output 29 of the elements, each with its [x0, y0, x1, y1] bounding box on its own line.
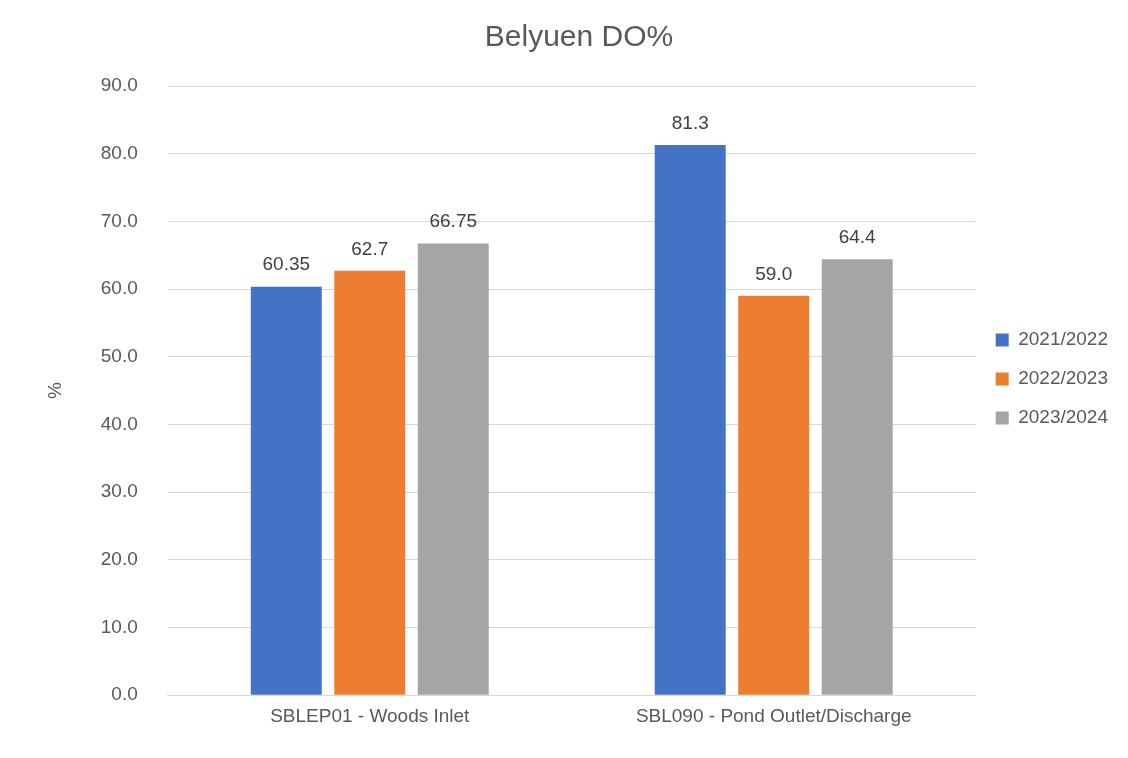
- y-tick-label: 90.0: [100, 74, 138, 96]
- bar: [417, 243, 489, 695]
- y-tick-label: 10.0: [100, 615, 138, 637]
- y-tick-label: 50.0: [100, 344, 138, 366]
- y-tick-label: 70.0: [100, 209, 138, 231]
- y-tick-label: 40.0: [100, 412, 138, 434]
- data-label: 62.7: [351, 237, 389, 259]
- y-tick-label: 0.0: [111, 683, 138, 705]
- data-label: 64.4: [838, 226, 877, 248]
- chart-title: Belyuen DO%: [484, 19, 674, 53]
- y-tick-label: 30.0: [100, 480, 138, 502]
- bar: [654, 144, 726, 695]
- bar: [821, 259, 893, 695]
- bar: [334, 270, 406, 695]
- data-label: 60.35: [262, 253, 311, 275]
- legend-label: 2021/2022: [1018, 328, 1109, 350]
- data-label: 81.3: [671, 111, 709, 133]
- y-tick-label: 60.0: [100, 277, 138, 299]
- legend-label: 2023/2024: [1018, 406, 1109, 428]
- data-label: 66.75: [429, 210, 478, 232]
- bar: [250, 286, 322, 695]
- y-axis-title: %: [43, 382, 65, 400]
- y-tick-label: 20.0: [100, 548, 138, 570]
- legend-label: 2022/2023: [1018, 367, 1109, 389]
- x-tick-label: SBLEP01 - Woods Inlet: [270, 704, 471, 726]
- bar: [738, 295, 810, 695]
- y-tick-label: 80.0: [100, 141, 138, 163]
- data-label: 59.0: [755, 262, 793, 284]
- x-tick-label: SBL090 - Pond Outlet/Discharge: [635, 704, 912, 726]
